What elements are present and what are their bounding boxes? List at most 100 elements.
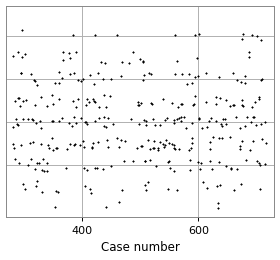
Point [71,99,75,103]
Point [152,146,157,150]
Point [115,32,119,37]
Point [217,160,221,165]
Point [103,125,108,129]
Point [255,159,259,163]
Point [13,117,18,121]
Point [21,99,25,103]
Point [38,119,42,123]
Point [79,116,83,120]
Point [172,118,176,122]
Point [74,105,78,109]
Point [167,141,171,145]
Point [191,102,196,107]
Point [89,146,94,150]
Point [224,122,229,126]
Point [197,167,202,171]
Point [117,145,122,149]
Point [207,159,212,163]
Point [193,33,197,37]
Point [18,104,22,108]
Point [161,142,165,146]
Point [10,125,15,129]
Point [141,73,146,77]
Point [220,136,224,140]
Point [223,98,228,102]
Point [92,82,96,86]
Point [26,163,30,167]
Point [88,73,92,77]
Point [70,124,75,128]
Point [163,118,168,122]
Point [65,147,69,151]
Point [244,158,249,162]
Point [209,116,213,120]
Point [29,157,33,161]
Point [190,136,194,140]
Point [130,159,135,163]
Point [204,100,208,104]
Point [264,141,268,145]
Point [19,71,23,75]
X-axis label: Case number: Case number [101,242,179,255]
Point [250,33,255,37]
Point [150,146,155,150]
Point [208,146,212,151]
Point [149,72,153,76]
Point [196,160,200,164]
Point [255,34,259,38]
Point [197,116,201,121]
Point [51,148,55,152]
Point [222,117,227,121]
Point [11,146,16,150]
Point [57,70,62,75]
Point [129,117,133,121]
Point [204,70,209,75]
Point [145,180,150,184]
Point [240,103,245,108]
Point [219,122,223,126]
Point [60,116,64,120]
Point [28,72,33,76]
Point [196,74,200,78]
Point [199,161,204,165]
Point [251,115,256,119]
Point [70,32,75,37]
Point [235,167,239,171]
Point [217,183,222,187]
Point [153,164,158,168]
Point [216,206,220,210]
Point [172,121,176,125]
Point [59,76,64,80]
Point [143,159,147,163]
Point [25,117,30,121]
Point [175,116,180,121]
Point [195,56,199,60]
Point [138,57,143,61]
Point [260,77,265,81]
Point [87,187,92,191]
Point [18,143,23,147]
Point [92,34,97,38]
Point [258,38,263,42]
Point [11,142,15,146]
Point [42,169,46,173]
Point [217,75,221,80]
Point [81,139,86,143]
Point [22,187,27,191]
Point [171,143,176,147]
Point [169,141,174,146]
Point [85,168,89,172]
Point [152,123,157,127]
Point [90,145,94,149]
Point [81,145,86,149]
Point [54,146,58,150]
Point [45,169,49,173]
Point [101,167,105,171]
Point [183,126,188,130]
Point [31,118,35,122]
Point [77,142,82,147]
Point [158,123,162,127]
Point [82,119,87,124]
Point [101,77,105,81]
Point [200,126,204,131]
